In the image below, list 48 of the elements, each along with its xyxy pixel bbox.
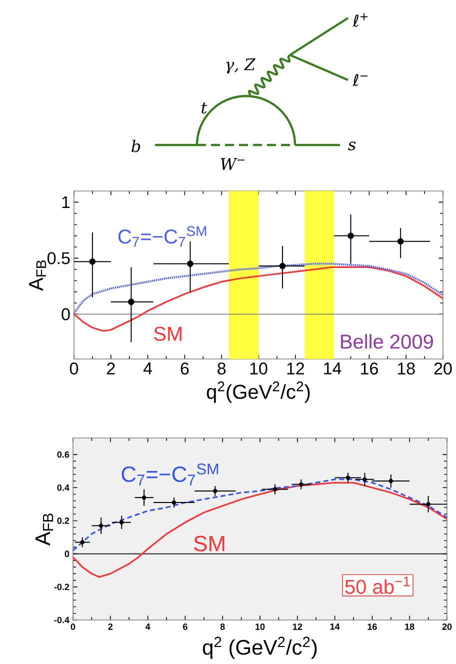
x-tick-label: 14 (324, 362, 342, 374)
annotation: 50 ab$^{−1}$ (345, 576, 410, 594)
x-tick-label: 0 (70, 362, 78, 375)
x-tick-label: 2 (107, 362, 115, 374)
x-tick-label: 0 (70, 624, 76, 630)
x-tick-label: 8 (220, 624, 225, 630)
text: W$^{−}$ (221, 158, 245, 170)
x-axis-title: q$^{2}$ (GeV$^{2}$/c$^{2}$) (203, 636, 317, 659)
annotation: SM (194, 536, 224, 552)
y-tick-label: -0.2 (54, 584, 70, 590)
x-tick-label: 12 (287, 362, 304, 374)
x-axis-title: q$^{2}$(GeV$^{2}$/c$^{2}$) (207, 381, 310, 403)
text: s (348, 142, 356, 150)
x-tick-label: 10 (256, 624, 265, 630)
annotation: C$_{7}$=−C$_{7}$SM (122, 464, 218, 486)
x-tick-label: 4 (144, 362, 152, 374)
x-tick-label: 10 (250, 362, 268, 375)
y-tick-label: 1 (62, 196, 70, 208)
x-tick-label: 4 (146, 624, 150, 630)
text: ℓ$^{+}$ (352, 13, 368, 27)
x-tick-label: 12 (293, 624, 302, 630)
y-tick-label: 0.5 (48, 252, 70, 264)
y-tick-label: 0 (64, 550, 70, 558)
text: b (132, 140, 140, 152)
x-tick-label: 18 (398, 362, 415, 375)
x-tick-label: 6 (180, 362, 189, 375)
x-tick-label: 16 (361, 362, 378, 375)
y-tick-label: 0 (62, 308, 70, 320)
annotation: SM (154, 326, 182, 341)
y-axis-title: A$_{FB}$ (29, 260, 46, 291)
y-tick-label: 0.6 (57, 451, 70, 458)
text: γ, Z (226, 58, 256, 74)
x-tick-label: 8 (218, 362, 226, 375)
y-tick-label: 0.4 (57, 484, 70, 491)
text: t (202, 102, 208, 114)
text: ℓ$^{−}$ (352, 74, 368, 86)
x-tick-label: 2 (108, 624, 113, 630)
x-tick-label: 16 (368, 624, 377, 630)
y-tick-label: -0.4 (54, 616, 70, 624)
y-axis-title: A$_{FB}$ (36, 514, 54, 546)
x-tick-label: 6 (183, 624, 188, 630)
y-tick-label: 0.2 (57, 518, 70, 524)
x-tick-label: 18 (405, 624, 414, 630)
annotation: Belle 2009 (341, 334, 434, 349)
x-tick-label: 14 (330, 624, 340, 630)
x-tick-label: 20 (434, 362, 452, 375)
annotation: C$_{7}$=−C$_{7}$SM (118, 226, 206, 247)
x-tick-label: 20 (442, 624, 452, 630)
